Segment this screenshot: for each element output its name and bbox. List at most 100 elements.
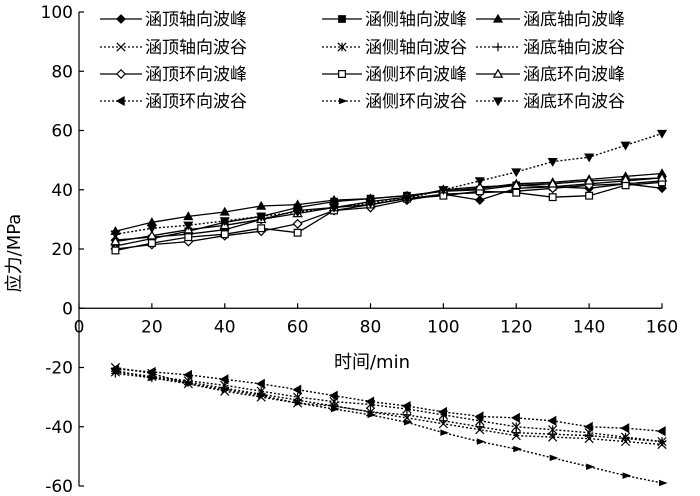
- data-point: [115, 95, 125, 107]
- data-point: [547, 157, 558, 167]
- x-axis-title: 时间/min: [334, 352, 410, 373]
- data-point: [440, 429, 449, 436]
- legend-label: 涵顶轴向波谷: [145, 38, 247, 58]
- x-tick-label: 160: [646, 317, 678, 337]
- legend-item: 涵侧轴向波峰: [322, 10, 467, 30]
- data-point: [115, 68, 127, 80]
- data-point: [110, 236, 121, 246]
- y-tick-label: -60: [45, 477, 73, 496]
- data-point: [620, 423, 630, 434]
- data-point: [146, 366, 156, 378]
- data-point: [337, 42, 347, 52]
- data-point: [328, 390, 338, 401]
- y-tick-label: 20: [51, 240, 73, 260]
- y-tick-label: 80: [51, 62, 73, 82]
- data-point: [365, 199, 376, 209]
- data-point: [116, 42, 126, 52]
- series-line: [115, 372, 663, 443]
- data-point: [257, 224, 266, 233]
- data-point: [585, 191, 594, 200]
- data-point: [183, 211, 194, 221]
- legend-label: 涵顶环向波峰: [145, 65, 247, 85]
- data-point: [401, 400, 411, 412]
- series-涵顶轴向波峰: [110, 178, 667, 246]
- data-point: [512, 188, 521, 197]
- data-point: [656, 172, 668, 182]
- data-point: [219, 206, 230, 216]
- data-point: [401, 194, 412, 204]
- data-point: [658, 479, 668, 487]
- data-point: [255, 378, 265, 389]
- data-point: [116, 14, 126, 24]
- data-point: [183, 369, 192, 380]
- series-line: [115, 177, 663, 243]
- y-tick-label: 60: [51, 122, 73, 142]
- data-point: [493, 42, 503, 52]
- x-tick-label: 100: [427, 317, 459, 337]
- legend-item: 涵顶轴向波谷: [100, 38, 247, 58]
- data-point: [548, 429, 557, 439]
- data-point: [183, 221, 194, 231]
- data-point: [511, 412, 520, 423]
- data-point: [583, 175, 595, 185]
- y-axis-title: 应力/MPa: [4, 214, 25, 293]
- data-point: [338, 97, 348, 105]
- data-point: [148, 374, 158, 382]
- data-point: [221, 386, 231, 393]
- x-tick-label: 20: [141, 317, 163, 337]
- data-point: [438, 406, 448, 417]
- data-point: [219, 217, 230, 227]
- data-point: [492, 68, 504, 78]
- data-point: [511, 168, 522, 178]
- data-point: [292, 384, 302, 395]
- data-point: [256, 212, 267, 222]
- y-tick-label: -20: [45, 359, 73, 379]
- data-point: [331, 405, 340, 413]
- data-point: [292, 199, 303, 209]
- y-tick-label: 0: [62, 299, 73, 319]
- legend-label: 涵侧环向波谷: [365, 92, 467, 112]
- data-point: [367, 411, 377, 419]
- data-point: [403, 419, 413, 426]
- data-point: [185, 380, 194, 388]
- data-point: [293, 228, 302, 237]
- data-point: [220, 230, 229, 239]
- series-line: [115, 366, 663, 446]
- series-涵底环向波谷: [110, 129, 668, 240]
- data-point: [146, 230, 158, 240]
- data-point: [256, 200, 267, 210]
- data-point: [584, 153, 595, 163]
- data-point: [620, 173, 631, 184]
- series-line: [115, 371, 663, 443]
- data-point: [656, 426, 666, 437]
- data-point: [146, 224, 157, 234]
- data-point: [294, 399, 304, 407]
- data-point: [439, 416, 448, 426]
- x-tick-label: 60: [287, 317, 309, 337]
- series-line: [115, 369, 663, 484]
- data-point: [474, 177, 485, 187]
- series-line: [115, 132, 663, 235]
- data-point: [584, 431, 594, 440]
- data-point: [656, 129, 668, 139]
- data-point: [338, 15, 346, 23]
- data-point: [112, 367, 122, 374]
- series-涵侧环向波峰: [111, 178, 666, 255]
- series-涵侧轴向波谷: [110, 367, 667, 447]
- legend-label: 涵顶环向波谷: [145, 92, 247, 112]
- legend-label: 涵侧轴向波峰: [365, 10, 467, 30]
- legend-item: 涵顶环向波峰: [100, 65, 247, 85]
- x-tick-label: 140: [573, 317, 605, 337]
- data-point: [622, 472, 632, 479]
- legend-item: 涵侧轴向波谷: [322, 38, 467, 58]
- legend-item: 涵侧环向波峰: [322, 65, 467, 85]
- x-tick-label: 40: [214, 317, 236, 337]
- legend-item: 涵顶轴向波峰: [100, 10, 247, 30]
- x-tick-label: 80: [360, 317, 382, 337]
- series-line: [115, 368, 663, 432]
- data-point: [657, 437, 667, 446]
- series-line: [115, 183, 663, 241]
- data-point: [547, 415, 557, 426]
